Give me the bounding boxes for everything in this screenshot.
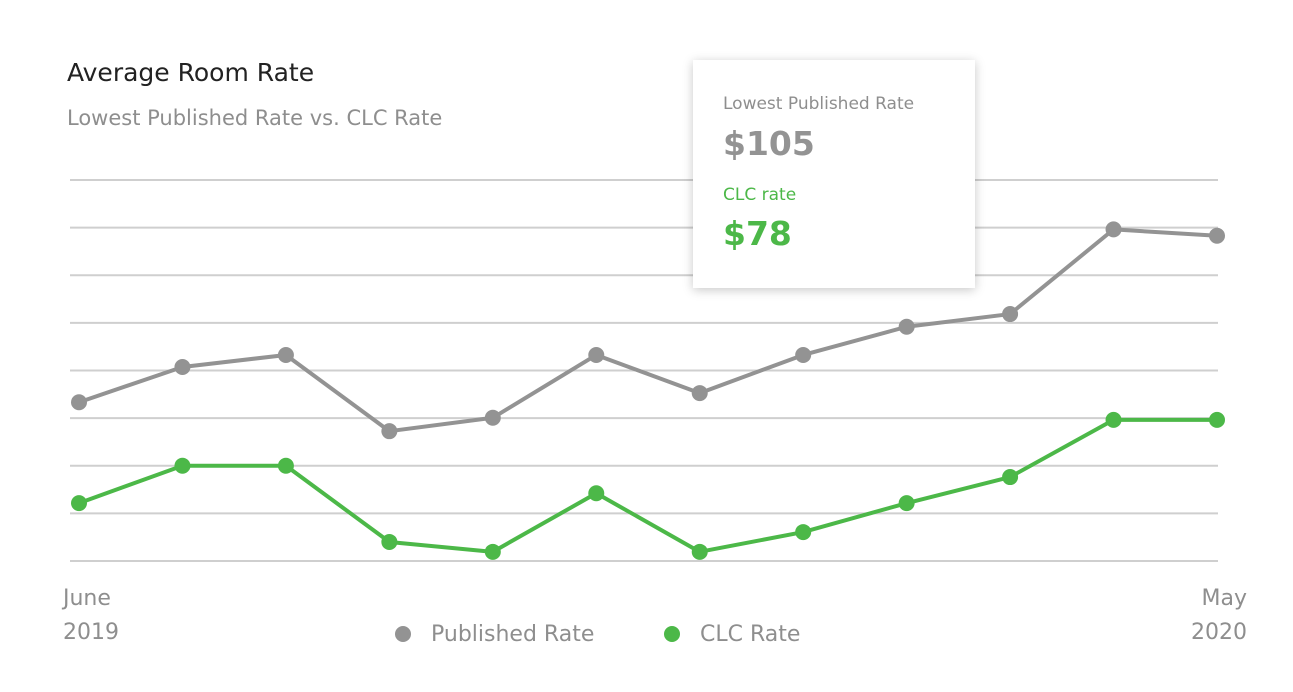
data-point bbox=[1209, 411, 1225, 428]
series-line bbox=[78, 417, 1217, 554]
data-point bbox=[71, 495, 87, 512]
data-point bbox=[795, 524, 812, 541]
data-point bbox=[1105, 411, 1122, 428]
data-point bbox=[588, 485, 605, 502]
chart-subtitle: Lowest Published Rate vs. CLC Rate bbox=[67, 106, 443, 130]
data-point bbox=[277, 346, 294, 363]
legend-marker bbox=[395, 626, 411, 642]
data-point bbox=[795, 346, 812, 363]
data-point bbox=[1105, 221, 1122, 238]
data-point bbox=[174, 457, 191, 474]
legend-marker bbox=[664, 626, 680, 642]
x-tick-label: May 2020 bbox=[1191, 586, 1247, 645]
series-line bbox=[78, 227, 1218, 434]
data-point bbox=[588, 346, 605, 363]
tooltip-value: $105 bbox=[723, 124, 815, 163]
legend-label: Published Rate bbox=[431, 622, 594, 647]
data-point bbox=[898, 318, 915, 335]
tooltip: Lowest Published Rate $105 CLC rate $78 bbox=[693, 60, 975, 288]
data-point bbox=[71, 394, 87, 411]
data-point bbox=[898, 495, 915, 512]
tooltip-label: CLC rate bbox=[723, 185, 797, 205]
x-tick-label: June 2019 bbox=[63, 586, 119, 645]
tooltip-value: $78 bbox=[723, 214, 792, 253]
legend-label: CLC Rate bbox=[700, 622, 800, 647]
data-point bbox=[691, 543, 708, 560]
data-point bbox=[1002, 306, 1019, 323]
data-point bbox=[691, 385, 708, 402]
data-point bbox=[381, 423, 398, 440]
tooltip-label: Lowest Published Rate bbox=[723, 94, 915, 114]
chart-title: Average Room Rate bbox=[67, 58, 315, 87]
data-point bbox=[174, 358, 191, 375]
data-point bbox=[1002, 469, 1019, 486]
data-point bbox=[484, 543, 501, 560]
data-point bbox=[381, 533, 398, 550]
data-point bbox=[1209, 227, 1225, 244]
data-point bbox=[484, 409, 501, 426]
data-point bbox=[277, 457, 294, 474]
